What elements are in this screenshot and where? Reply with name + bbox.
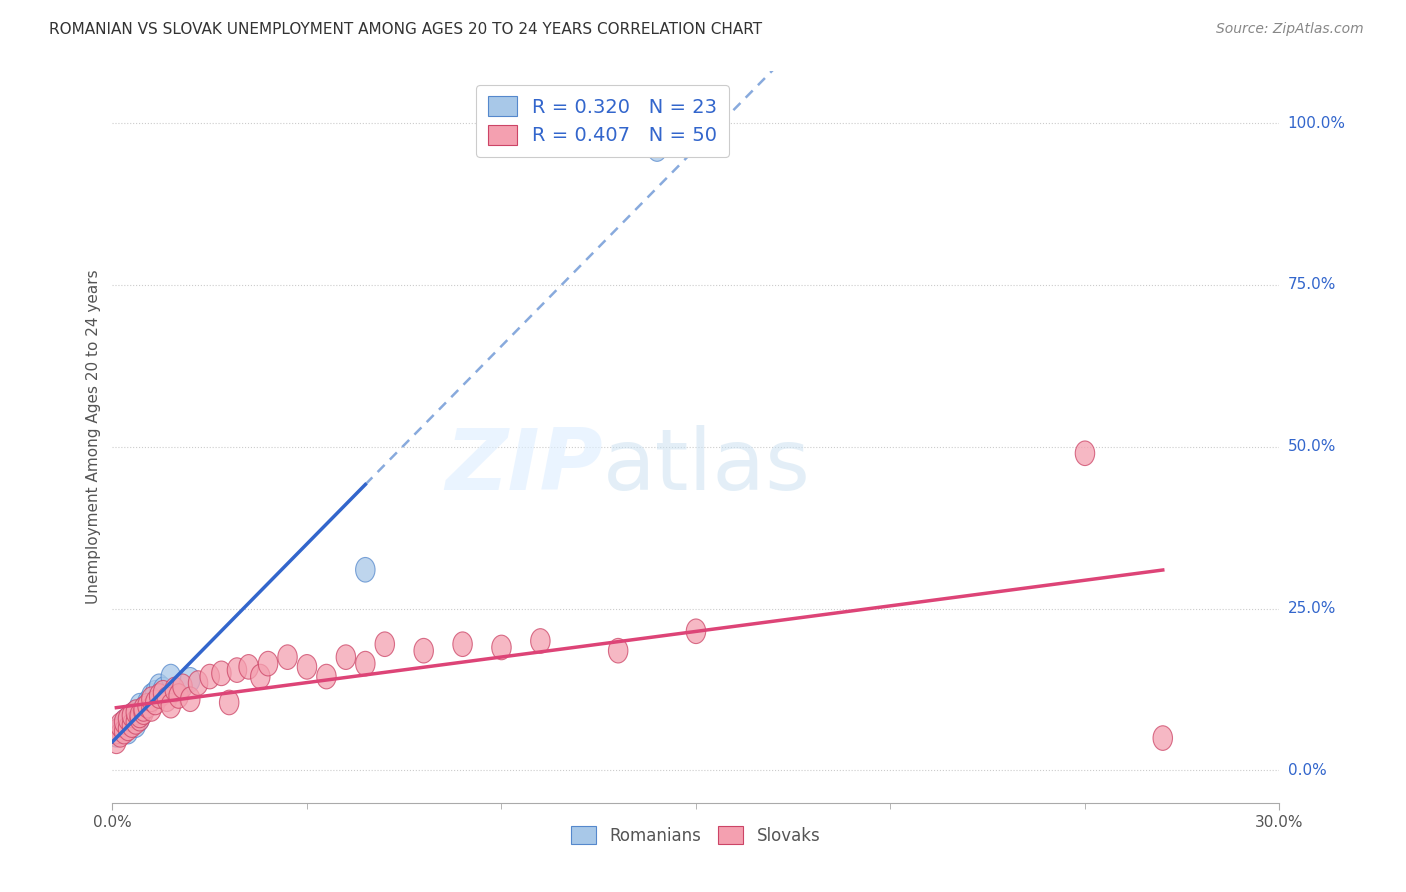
Ellipse shape <box>142 687 162 712</box>
Ellipse shape <box>138 693 157 718</box>
Ellipse shape <box>250 665 270 689</box>
Ellipse shape <box>149 683 169 708</box>
Ellipse shape <box>134 697 153 722</box>
Ellipse shape <box>316 665 336 689</box>
Text: 50.0%: 50.0% <box>1288 439 1336 454</box>
Text: atlas: atlas <box>603 425 811 508</box>
Ellipse shape <box>129 706 149 731</box>
Ellipse shape <box>114 713 134 738</box>
Ellipse shape <box>180 667 200 692</box>
Ellipse shape <box>114 719 134 744</box>
Ellipse shape <box>212 661 231 686</box>
Ellipse shape <box>129 703 149 728</box>
Ellipse shape <box>219 690 239 714</box>
Ellipse shape <box>127 710 146 734</box>
Ellipse shape <box>492 635 512 660</box>
Ellipse shape <box>228 657 246 682</box>
Ellipse shape <box>134 700 153 724</box>
Ellipse shape <box>111 716 129 740</box>
Ellipse shape <box>138 690 157 714</box>
Ellipse shape <box>146 690 165 714</box>
Ellipse shape <box>180 687 200 712</box>
Ellipse shape <box>162 693 180 718</box>
Ellipse shape <box>169 683 188 708</box>
Text: 75.0%: 75.0% <box>1288 277 1336 293</box>
Ellipse shape <box>609 639 628 663</box>
Ellipse shape <box>149 674 169 698</box>
Ellipse shape <box>278 645 297 670</box>
Ellipse shape <box>239 655 259 679</box>
Ellipse shape <box>200 665 219 689</box>
Ellipse shape <box>129 706 149 731</box>
Ellipse shape <box>107 723 127 747</box>
Ellipse shape <box>356 558 375 582</box>
Ellipse shape <box>336 645 356 670</box>
Text: 25.0%: 25.0% <box>1288 601 1336 616</box>
Text: ZIP: ZIP <box>444 425 603 508</box>
Ellipse shape <box>114 710 134 734</box>
Ellipse shape <box>142 683 162 708</box>
Ellipse shape <box>686 619 706 643</box>
Ellipse shape <box>530 629 550 653</box>
Ellipse shape <box>127 700 146 724</box>
Ellipse shape <box>153 681 173 705</box>
Ellipse shape <box>118 706 138 731</box>
Ellipse shape <box>122 703 142 728</box>
Ellipse shape <box>142 697 162 722</box>
Ellipse shape <box>173 674 193 698</box>
Ellipse shape <box>114 710 134 734</box>
Ellipse shape <box>259 651 278 676</box>
Text: 100.0%: 100.0% <box>1288 116 1346 130</box>
Ellipse shape <box>162 665 180 689</box>
Text: 0.0%: 0.0% <box>1288 763 1326 778</box>
Ellipse shape <box>1153 726 1173 750</box>
Ellipse shape <box>122 703 142 728</box>
Ellipse shape <box>118 706 138 731</box>
Legend: Romanians, Slovaks: Romanians, Slovaks <box>564 818 828 853</box>
Ellipse shape <box>188 671 208 696</box>
Ellipse shape <box>157 687 177 712</box>
Ellipse shape <box>111 723 129 747</box>
Ellipse shape <box>413 639 433 663</box>
Ellipse shape <box>118 719 138 744</box>
Ellipse shape <box>165 677 184 702</box>
Ellipse shape <box>111 713 129 738</box>
Ellipse shape <box>153 677 173 702</box>
Ellipse shape <box>297 655 316 679</box>
Ellipse shape <box>129 693 149 718</box>
Ellipse shape <box>127 700 146 724</box>
Ellipse shape <box>453 632 472 657</box>
Ellipse shape <box>127 713 146 738</box>
Ellipse shape <box>356 651 375 676</box>
Ellipse shape <box>375 632 395 657</box>
Ellipse shape <box>1076 441 1095 466</box>
Text: ROMANIAN VS SLOVAK UNEMPLOYMENT AMONG AGES 20 TO 24 YEARS CORRELATION CHART: ROMANIAN VS SLOVAK UNEMPLOYMENT AMONG AG… <box>49 22 762 37</box>
Ellipse shape <box>111 719 129 744</box>
Y-axis label: Unemployment Among Ages 20 to 24 years: Unemployment Among Ages 20 to 24 years <box>86 269 101 605</box>
Ellipse shape <box>122 713 142 738</box>
Ellipse shape <box>134 697 153 722</box>
Ellipse shape <box>118 716 138 740</box>
Ellipse shape <box>107 719 127 744</box>
Ellipse shape <box>647 136 666 161</box>
Ellipse shape <box>122 710 142 734</box>
Ellipse shape <box>146 681 165 705</box>
Text: Source: ZipAtlas.com: Source: ZipAtlas.com <box>1216 22 1364 37</box>
Ellipse shape <box>107 729 127 754</box>
